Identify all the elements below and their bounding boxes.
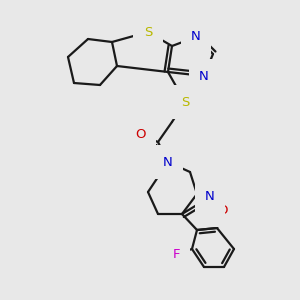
Text: O: O bbox=[217, 203, 227, 217]
Text: N: N bbox=[163, 155, 173, 169]
Text: N: N bbox=[191, 31, 201, 44]
Text: S: S bbox=[181, 95, 189, 109]
Text: N: N bbox=[205, 190, 215, 203]
Text: N: N bbox=[199, 70, 209, 83]
Text: F: F bbox=[172, 248, 180, 260]
Text: S: S bbox=[144, 26, 152, 38]
Text: O: O bbox=[135, 128, 145, 142]
